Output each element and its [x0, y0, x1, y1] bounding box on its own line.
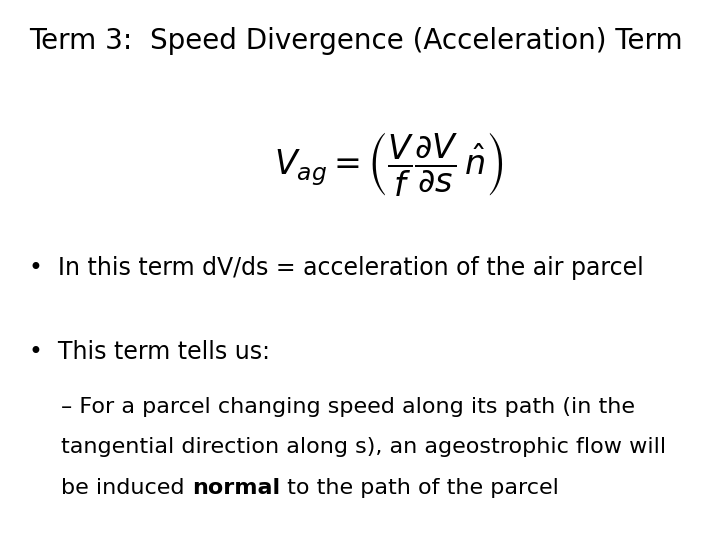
Text: Term 3:  Speed Divergence (Acceleration) Term: Term 3: Speed Divergence (Acceleration) … [29, 27, 683, 55]
Text: be induced: be induced [61, 478, 192, 498]
Text: $V_{ag} = \left(\dfrac{V}{f}\dfrac{\partial V}{\partial s}\,\hat{n}\right)$: $V_{ag} = \left(\dfrac{V}{f}\dfrac{\part… [274, 130, 503, 198]
Text: to the path of the parcel: to the path of the parcel [280, 478, 559, 498]
Text: tangential direction along s), an ageostrophic flow will: tangential direction along s), an ageost… [61, 437, 666, 457]
Text: •  In this term dV/ds = acceleration of the air parcel: • In this term dV/ds = acceleration of t… [29, 256, 644, 280]
Text: – For a parcel changing speed along its path (in the: – For a parcel changing speed along its … [61, 397, 635, 417]
Text: •  This term tells us:: • This term tells us: [29, 340, 270, 364]
Text: normal: normal [192, 478, 280, 498]
